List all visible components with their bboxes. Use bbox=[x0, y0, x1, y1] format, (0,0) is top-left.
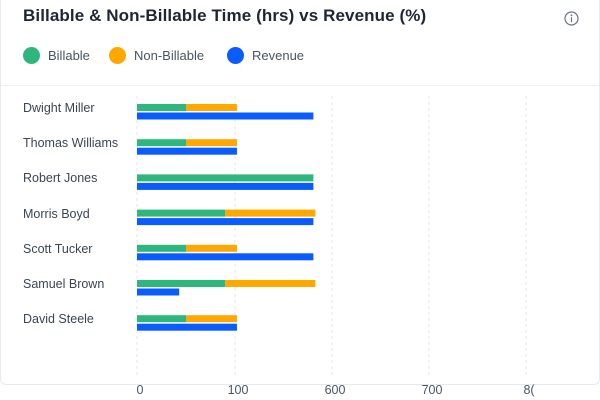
bar-billable-morris-boyd[interactable] bbox=[137, 209, 226, 217]
legend-item-non-billable[interactable]: Non-Billable bbox=[109, 47, 204, 64]
legend-item-revenue[interactable]: Revenue bbox=[227, 47, 304, 64]
x-tick-label: 100 bbox=[228, 383, 249, 397]
chart-title: Billable & Non-Billable Time (hrs) vs Re… bbox=[23, 6, 427, 25]
bar-billable-dwight-miller[interactable] bbox=[137, 104, 186, 111]
row-label-dwight-miller: Dwight Miller bbox=[23, 101, 95, 115]
row-label-thomas-williams: Thomas Williams bbox=[23, 136, 119, 150]
bar-non-billable-samuel-brown[interactable] bbox=[225, 280, 316, 287]
bar-non-billable-morris-boyd[interactable] bbox=[225, 209, 316, 217]
legend-item-billable[interactable]: Billable bbox=[23, 47, 90, 64]
row-label-robert-jones: Robert Jones bbox=[23, 171, 98, 185]
bar-revenue-scott-tucker[interactable] bbox=[137, 253, 314, 261]
bar-billable-samuel-brown[interactable] bbox=[137, 280, 226, 287]
header-divider bbox=[1, 85, 599, 86]
legend-swatch-billable bbox=[23, 47, 40, 64]
bar-revenue-morris-boyd[interactable] bbox=[137, 218, 314, 226]
bar-revenue-samuel-brown[interactable] bbox=[137, 288, 180, 296]
legend-swatch-revenue bbox=[227, 47, 244, 64]
x-tick-label: 700 bbox=[422, 383, 443, 397]
bar-revenue-dwight-miller[interactable] bbox=[137, 112, 314, 120]
bar-billable-robert-jones[interactable] bbox=[137, 174, 314, 182]
bar-non-billable-thomas-williams[interactable] bbox=[186, 139, 237, 147]
row-label-scott-tucker: Scott Tucker bbox=[23, 242, 93, 256]
info-icon[interactable] bbox=[564, 11, 579, 26]
legend-swatch-non-billable bbox=[109, 47, 126, 64]
row-label-morris-boyd: Morris Boyd bbox=[23, 207, 90, 221]
bar-non-billable-scott-tucker[interactable] bbox=[186, 244, 237, 252]
row-label-samuel-brown: Samuel Brown bbox=[23, 277, 105, 291]
bar-billable-david-steele[interactable] bbox=[137, 315, 186, 323]
bar-non-billable-david-steele[interactable] bbox=[186, 315, 237, 323]
bar-revenue-thomas-williams[interactable] bbox=[137, 147, 237, 155]
legend-label-revenue: Revenue bbox=[252, 48, 305, 63]
bar-non-billable-dwight-miller[interactable] bbox=[186, 104, 237, 111]
bar-billable-thomas-williams[interactable] bbox=[137, 139, 186, 147]
legend-label-billable: Billable bbox=[48, 48, 90, 63]
x-tick-label: 8( bbox=[523, 383, 535, 397]
legend-label-non-billable: Non-Billable bbox=[134, 48, 205, 63]
bar-billable-scott-tucker[interactable] bbox=[137, 244, 186, 252]
bar-revenue-david-steele[interactable] bbox=[137, 323, 237, 331]
bar-revenue-robert-jones[interactable] bbox=[137, 182, 314, 190]
row-label-david-steele: David Steele bbox=[23, 312, 94, 326]
x-tick-label: 0 bbox=[137, 383, 144, 397]
x-tick-label: 600 bbox=[325, 383, 346, 397]
